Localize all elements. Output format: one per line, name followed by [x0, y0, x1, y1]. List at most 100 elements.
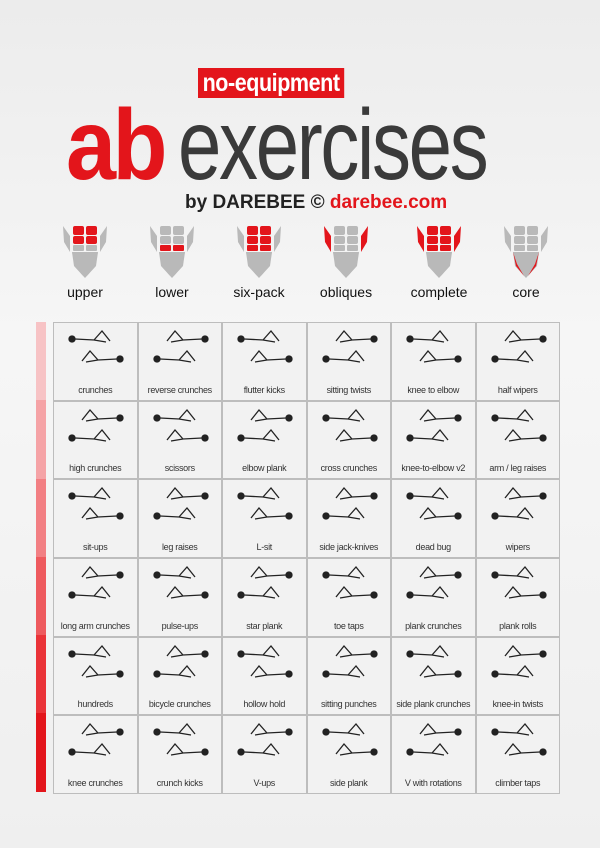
- exercise-cell[interactable]: hundreds: [54, 637, 137, 715]
- exercise-name: plank crunches: [405, 620, 462, 631]
- muscle-group-obliques: obliques: [311, 222, 381, 300]
- difficulty-segment: [36, 635, 46, 714]
- exercise-cell[interactable]: high crunches: [54, 401, 137, 479]
- exercise-name: long arm crunches: [60, 620, 130, 631]
- page-title: ab exercises: [66, 89, 596, 201]
- exercise-name: side jack-knives: [319, 541, 379, 552]
- exercise-cell[interactable]: crunch kicks: [138, 716, 221, 793]
- exercise-cell[interactable]: flutter kicks: [223, 323, 306, 400]
- exercise-illustration-icon: [490, 565, 547, 599]
- exercise-cell[interactable]: pulse-ups: [138, 558, 221, 636]
- exercise-illustration-icon: [68, 408, 124, 442]
- exercise-cell[interactable]: L-sit: [223, 480, 306, 557]
- abs-muscle-icon: [63, 226, 107, 278]
- muscle-group-label: upper: [67, 284, 103, 300]
- difficulty-segment: [36, 713, 46, 792]
- abs-muscle-icon: [150, 226, 194, 278]
- exercise-cell[interactable]: sitting twists: [307, 323, 390, 400]
- abs-muscle-icon: [504, 226, 548, 278]
- exercise-illustration-icon: [152, 408, 209, 442]
- exercise-illustration-icon: [321, 329, 378, 363]
- muscle-group-complete: complete: [404, 222, 474, 300]
- exercise-illustration-icon: [490, 644, 547, 678]
- difficulty-segment: [36, 400, 46, 479]
- muscle-group-label: lower: [155, 284, 189, 300]
- difficulty-segment: [36, 556, 46, 636]
- exercise-cell[interactable]: side plank crunches: [392, 637, 475, 715]
- exercise-illustration-icon: [237, 723, 293, 756]
- exercise-cell[interactable]: reverse crunches: [138, 323, 221, 400]
- exercise-cell[interactable]: sit-ups: [54, 480, 137, 557]
- exercise-cell[interactable]: elbow plank: [223, 401, 306, 479]
- exercise-illustration-icon: [490, 723, 547, 756]
- exercise-name: high crunches: [69, 463, 122, 474]
- muscle-group-legend: upper lower six-pack obliques: [50, 222, 560, 308]
- exercise-name: sitting punches: [320, 699, 377, 710]
- abs-muscle-icon: [324, 226, 368, 278]
- exercise-illustration-icon: [68, 487, 124, 520]
- exercise-cell[interactable]: bicycle crunches: [138, 637, 221, 715]
- exercise-name: hundreds: [77, 699, 113, 710]
- exercise-cell[interactable]: hollow hold: [223, 637, 306, 715]
- exercise-cell[interactable]: knee-in twists: [476, 637, 559, 715]
- title-accent: ab: [66, 89, 167, 201]
- exercise-illustration-icon: [237, 565, 293, 599]
- exercise-cell[interactable]: half wipers: [476, 323, 559, 400]
- exercise-name: crunches: [78, 384, 113, 395]
- muscle-group-lower: lower: [137, 222, 207, 300]
- exercise-illustration-icon: [68, 644, 124, 678]
- exercise-cell[interactable]: cross crunches: [307, 401, 390, 479]
- exercise-cell[interactable]: dead bug: [392, 480, 475, 557]
- exercise-cell[interactable]: wipers: [476, 480, 559, 557]
- exercise-cell[interactable]: knee-to-elbow v2: [392, 401, 475, 479]
- exercise-name: cross crunches: [320, 463, 378, 474]
- exercise-cell[interactable]: knee to elbow: [392, 323, 475, 400]
- website-link[interactable]: darebee.com: [329, 192, 448, 213]
- exercise-cell[interactable]: climber taps: [476, 716, 559, 793]
- exercise-illustration-icon: [321, 565, 378, 599]
- exercise-name: side plank: [329, 777, 368, 788]
- exercise-cell[interactable]: leg raises: [138, 480, 221, 557]
- exercise-name: knee crunches: [67, 777, 123, 788]
- exercise-name: V with rotations: [404, 777, 462, 788]
- exercise-cell[interactable]: side jack-knives: [307, 480, 390, 557]
- exercise-cell[interactable]: sitting punches: [307, 637, 390, 715]
- exercise-name: flutter kicks: [243, 384, 285, 395]
- exercise-name: side plank crunches: [396, 699, 471, 710]
- title-main: exercises: [178, 89, 489, 201]
- no-equipment-tag: no-equipment: [198, 68, 345, 98]
- exercise-name: knee-in twists: [492, 699, 544, 710]
- exercise-illustration-icon: [68, 329, 124, 363]
- exercise-grid: crunches reverse crunches flutter kicks …: [53, 322, 560, 794]
- exercise-illustration-icon: [406, 408, 462, 442]
- muscle-group-label: complete: [410, 284, 468, 300]
- exercise-name: arm / leg raises: [489, 463, 547, 474]
- exercise-cell[interactable]: arm / leg raises: [476, 401, 559, 479]
- exercise-cell[interactable]: V with rotations: [392, 716, 475, 793]
- exercise-illustration-icon: [490, 408, 547, 442]
- exercise-name: wipers: [505, 541, 531, 552]
- exercise-cell[interactable]: star plank: [223, 558, 306, 636]
- exercise-cell[interactable]: plank crunches: [392, 558, 475, 636]
- exercise-cell[interactable]: plank rolls: [476, 558, 559, 636]
- exercise-cell[interactable]: long arm crunches: [54, 558, 137, 636]
- exercise-name: crunch kicks: [156, 777, 203, 788]
- difficulty-bar: [36, 322, 46, 792]
- exercise-name: scissors: [164, 463, 195, 474]
- exercise-illustration-icon: [406, 329, 462, 363]
- exercise-cell[interactable]: side plank: [307, 716, 390, 793]
- exercise-illustration-icon: [152, 723, 209, 756]
- exercise-cell[interactable]: knee crunches: [54, 716, 137, 793]
- exercise-name: hollow hold: [243, 699, 286, 710]
- exercise-cell[interactable]: crunches: [54, 323, 137, 400]
- abs-muscle-icon: [237, 226, 281, 278]
- exercise-illustration-icon: [406, 644, 462, 678]
- exercise-illustration-icon: [406, 565, 462, 599]
- exercise-cell[interactable]: toe taps: [307, 558, 390, 636]
- exercise-name: plank rolls: [499, 620, 537, 631]
- muscle-group-label: obliques: [319, 284, 373, 300]
- exercise-cell[interactable]: scissors: [138, 401, 221, 479]
- exercise-name: sit-ups: [83, 541, 108, 552]
- exercise-cell[interactable]: V-ups: [223, 716, 306, 793]
- exercise-name: knee-to-elbow v2: [401, 463, 466, 474]
